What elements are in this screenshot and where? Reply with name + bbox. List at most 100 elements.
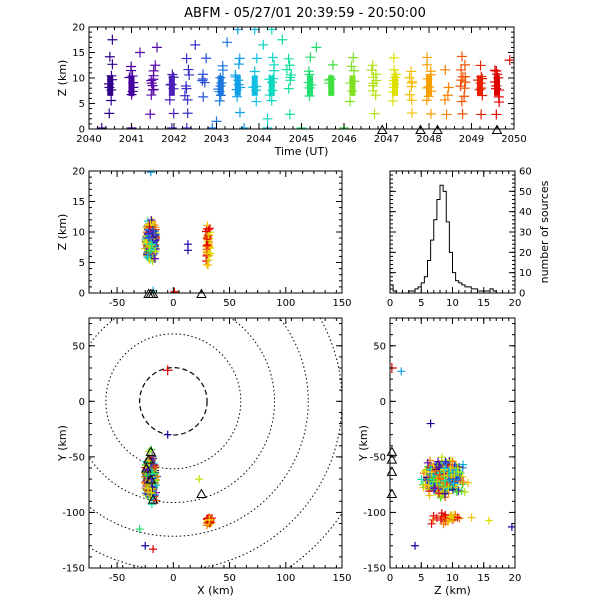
source-point bbox=[370, 90, 381, 101]
x-tick-label: 2049 bbox=[459, 134, 484, 145]
y-tick-label: 5 bbox=[79, 258, 85, 269]
source-point bbox=[421, 467, 430, 476]
y-tick-label: 10 bbox=[72, 228, 85, 239]
source-point bbox=[184, 69, 195, 80]
source-point bbox=[144, 484, 153, 493]
source-point bbox=[439, 520, 448, 529]
source-point bbox=[431, 465, 440, 474]
x-tick-label: 0 bbox=[387, 298, 393, 309]
source-point bbox=[441, 109, 452, 120]
histogram-frame bbox=[389, 170, 516, 294]
source-point bbox=[370, 69, 381, 80]
y-tick-label: -100 bbox=[62, 508, 85, 519]
source-point bbox=[234, 107, 245, 118]
source-point bbox=[168, 108, 179, 119]
x-tick-label: 2048 bbox=[416, 134, 441, 145]
source-point bbox=[182, 108, 193, 119]
source-point bbox=[150, 60, 161, 71]
source-point bbox=[430, 484, 439, 493]
source-point bbox=[286, 70, 297, 81]
source-point bbox=[106, 95, 117, 106]
source-point bbox=[283, 53, 294, 64]
source-point bbox=[142, 471, 151, 480]
source-point bbox=[201, 53, 212, 64]
dense-core-box bbox=[234, 75, 241, 96]
source-point bbox=[435, 470, 444, 479]
source-point bbox=[311, 42, 322, 53]
source-point bbox=[266, 27, 277, 35]
y-tick-label: 30 bbox=[519, 228, 532, 239]
source-point bbox=[345, 96, 356, 107]
source-point bbox=[406, 95, 417, 106]
source-point bbox=[269, 59, 280, 70]
source-point bbox=[442, 458, 451, 467]
source-point bbox=[179, 90, 190, 101]
source-point bbox=[491, 109, 502, 120]
ground-station-triangle bbox=[145, 474, 157, 484]
source-point bbox=[422, 52, 433, 63]
source-point bbox=[232, 27, 243, 35]
source-point bbox=[285, 72, 296, 83]
source-point bbox=[104, 108, 115, 119]
source-point bbox=[162, 365, 173, 376]
source-point bbox=[222, 37, 233, 48]
source-point bbox=[442, 90, 453, 101]
range-ring bbox=[138, 367, 208, 436]
ground-station-triangle bbox=[143, 454, 154, 464]
y-tick-label: -100 bbox=[363, 508, 386, 519]
y-tick-label: 50 bbox=[519, 187, 532, 198]
histogram-plot-area bbox=[390, 184, 515, 293]
source-point bbox=[205, 516, 214, 525]
source-point bbox=[439, 465, 448, 474]
ground-station-triangle bbox=[147, 288, 159, 298]
x-tick-label: 15 bbox=[477, 573, 490, 584]
source-point bbox=[389, 64, 400, 75]
source-point bbox=[448, 457, 457, 466]
y-tick-label: 40 bbox=[519, 207, 532, 218]
source-point bbox=[277, 34, 288, 45]
source-point bbox=[441, 464, 450, 473]
x-tick-label: 20 bbox=[509, 298, 522, 309]
source-point bbox=[303, 66, 314, 77]
source-point bbox=[141, 541, 150, 550]
dense-core-box bbox=[307, 75, 313, 96]
dense-core-box bbox=[328, 75, 335, 96]
source-point bbox=[441, 514, 450, 523]
y-tick-label: 15 bbox=[72, 197, 85, 208]
source-point bbox=[476, 109, 487, 120]
source-point bbox=[489, 65, 500, 76]
source-point bbox=[367, 80, 378, 91]
ground-station-triangle bbox=[196, 488, 207, 499]
y-tick-label: -150 bbox=[62, 564, 85, 575]
source-point bbox=[149, 226, 158, 235]
source-point bbox=[183, 64, 194, 75]
range-ring bbox=[89, 318, 342, 568]
x-tick-label: 50 bbox=[223, 298, 236, 309]
xz-panel-plot-area bbox=[140, 171, 215, 293]
x-tick-label: 2045 bbox=[289, 134, 314, 145]
x-tick-label: 100 bbox=[276, 298, 295, 309]
ground-station-triangle bbox=[386, 466, 398, 476]
source-point bbox=[147, 500, 156, 509]
y-tick-label: 50 bbox=[373, 341, 386, 352]
source-point bbox=[145, 234, 154, 243]
source-point bbox=[305, 52, 316, 63]
source-point bbox=[397, 367, 406, 376]
x-axis-label: Time (UT) bbox=[274, 145, 329, 158]
dense-core-box bbox=[251, 75, 258, 96]
dense-core-box bbox=[494, 75, 500, 96]
source-point bbox=[366, 65, 377, 76]
x-tick-label: 2046 bbox=[331, 134, 356, 145]
source-point bbox=[107, 59, 118, 70]
source-point bbox=[421, 480, 430, 489]
x-tick-label: 0 bbox=[170, 298, 176, 309]
source-point bbox=[448, 514, 457, 523]
source-point bbox=[147, 80, 158, 91]
time-height-frame bbox=[88, 26, 515, 130]
dense-core-box bbox=[107, 75, 114, 96]
x-tick-label: 2047 bbox=[374, 134, 399, 145]
y-tick-label: 20 bbox=[72, 23, 85, 34]
source-point bbox=[425, 491, 434, 500]
